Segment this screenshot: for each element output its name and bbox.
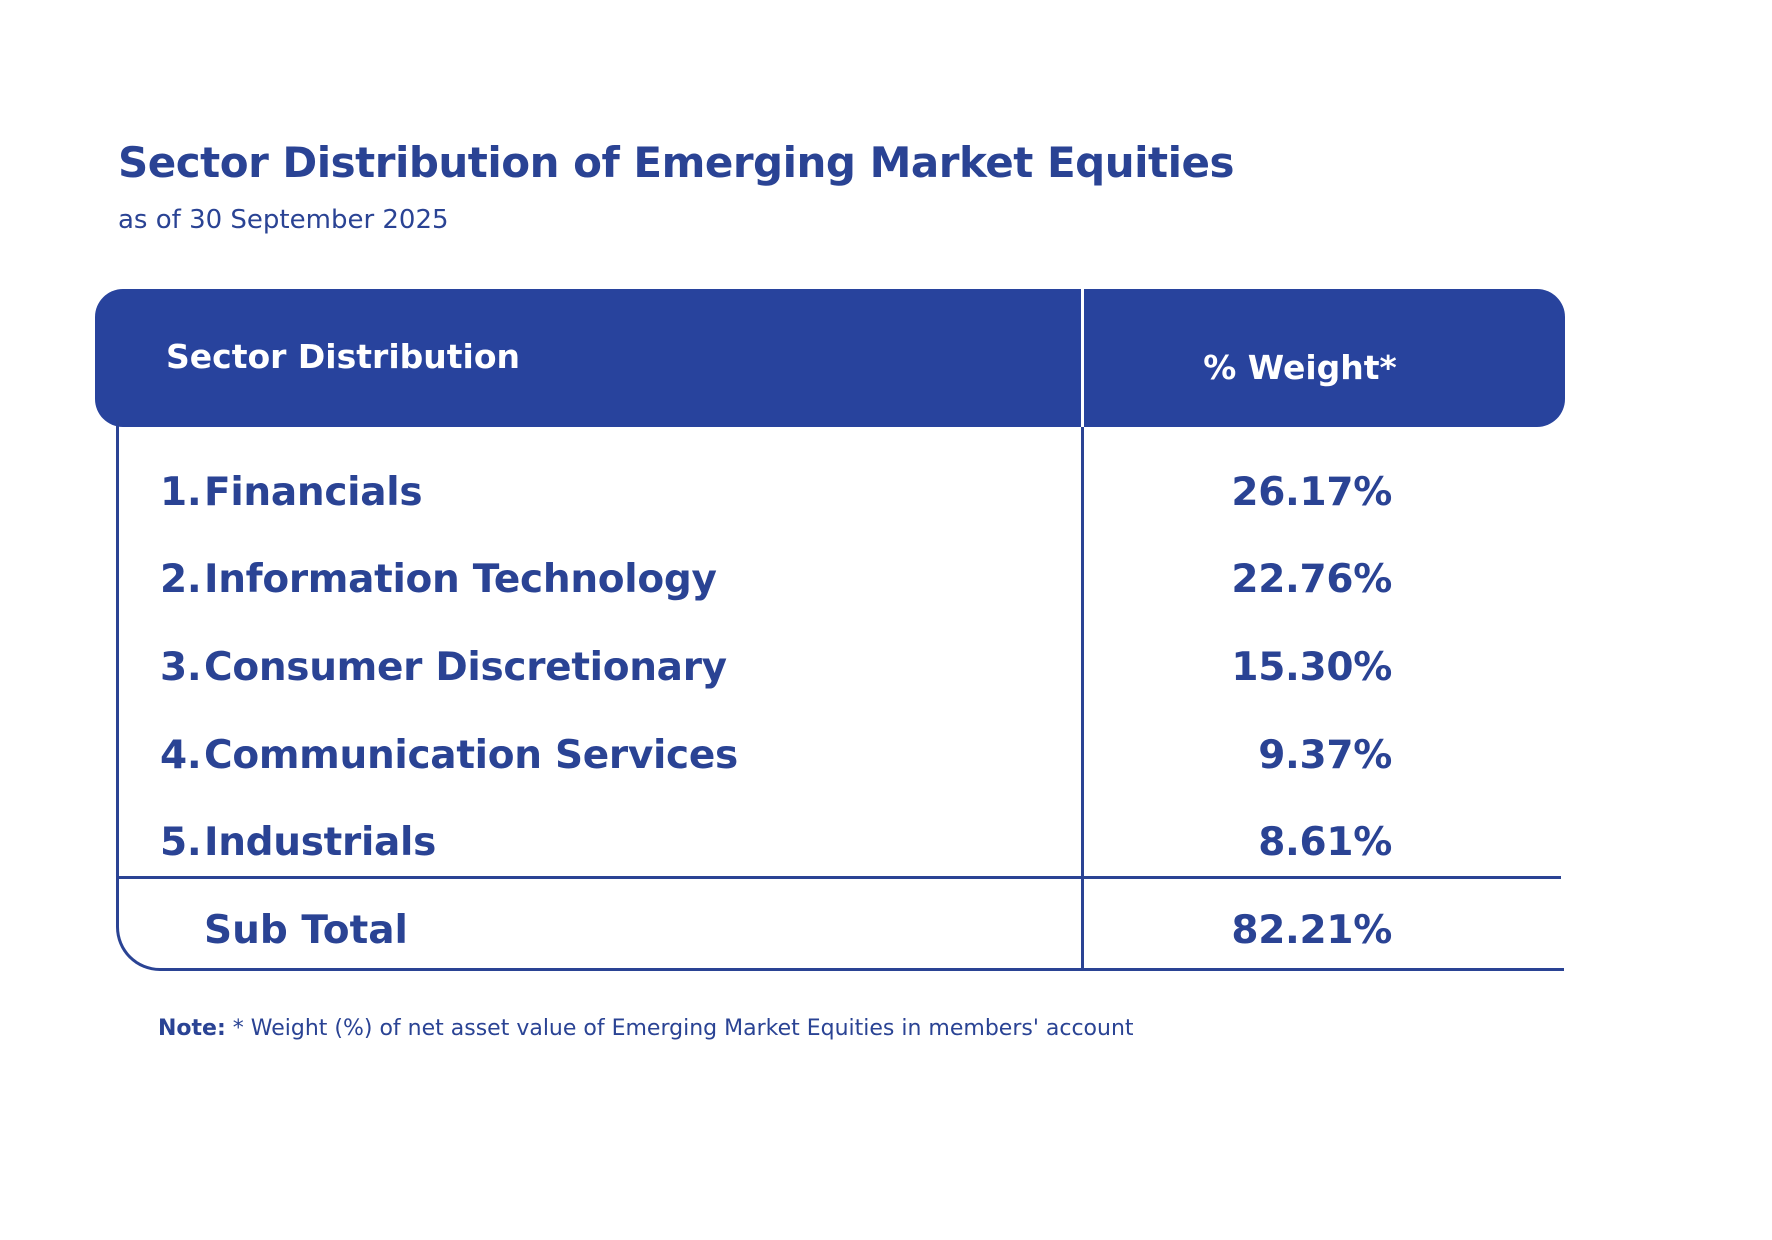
table-row-label: 4.Communication Services <box>160 733 738 778</box>
subtotal-label: Sub Total <box>204 908 408 953</box>
subtotal-divider <box>116 876 1561 879</box>
table-row-label: 1.Financials <box>160 470 423 515</box>
row-number: 1. <box>160 470 202 515</box>
sector-name: Communication Services <box>204 733 738 778</box>
header-sector-distribution: Sector Distribution <box>166 337 520 376</box>
table-row-label: 3.Consumer Discretionary <box>160 645 727 690</box>
table-frame <box>116 420 1564 971</box>
table-row-label: 2.Information Technology <box>160 557 717 602</box>
table-row-value: 8.61% <box>1258 820 1392 865</box>
sector-name: Consumer Discretionary <box>204 645 727 690</box>
table-row-label: 5.Industrials <box>160 820 436 865</box>
table-row-value: 22.76% <box>1231 557 1392 602</box>
table-row-value: 15.30% <box>1231 645 1392 690</box>
footnote-text: * Weight (%) of net asset value of Emerg… <box>232 1016 1134 1041</box>
table-row-value: 26.17% <box>1231 470 1392 515</box>
page-subtitle: as of 30 September 2025 <box>118 205 449 235</box>
row-number: 2. <box>160 557 202 602</box>
sector-name: Information Technology <box>204 557 717 602</box>
table-header-bar <box>95 289 1565 427</box>
table-column-divider <box>1081 427 1084 971</box>
header-weight: % Weight* <box>1203 348 1397 387</box>
row-number: 4. <box>160 733 202 778</box>
sector-name: Financials <box>204 470 423 515</box>
row-number: 5. <box>160 820 202 865</box>
header-column-divider <box>1081 289 1084 427</box>
page-title: Sector Distribution of Emerging Market E… <box>118 138 1234 187</box>
footnote: Note: * Weight (%) of net asset value of… <box>158 1016 1134 1041</box>
subtotal-value: 82.21% <box>1231 908 1392 953</box>
row-number: 3. <box>160 645 202 690</box>
footnote-label: Note: <box>158 1016 226 1041</box>
table-row-value: 9.37% <box>1258 733 1392 778</box>
sector-name: Industrials <box>204 820 437 865</box>
